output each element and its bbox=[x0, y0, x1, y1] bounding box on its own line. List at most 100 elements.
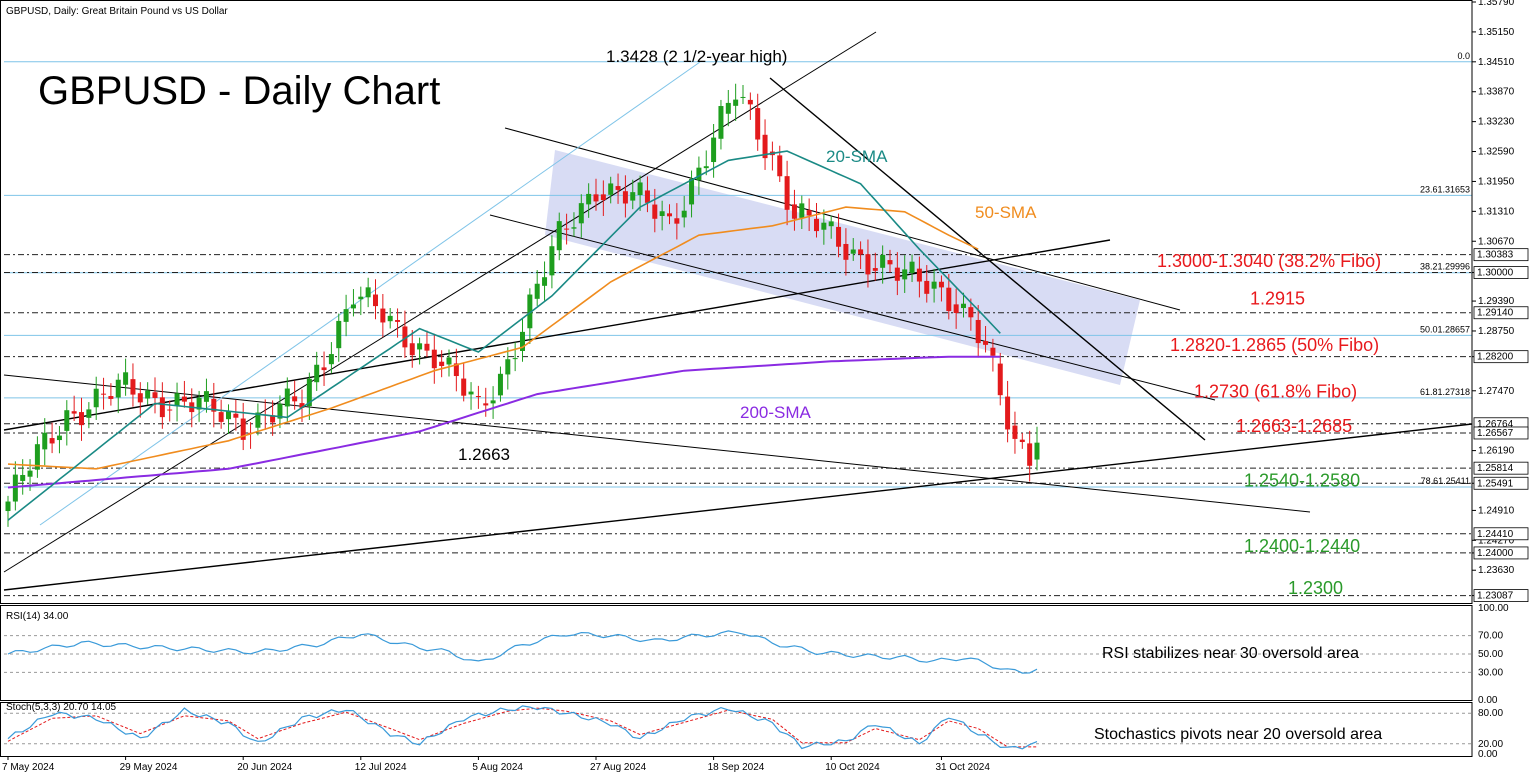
candle-body bbox=[872, 268, 878, 271]
stoch-main-line bbox=[7, 705, 1038, 750]
candle-body bbox=[630, 192, 636, 201]
candle-body bbox=[483, 403, 489, 406]
rsi-pane[interactable] bbox=[4, 630, 1472, 674]
price-pane-frame bbox=[0, 0, 1473, 604]
sma200-line bbox=[7, 355, 1001, 489]
candle-body bbox=[93, 388, 99, 408]
candle-body bbox=[909, 261, 915, 273]
candle-body bbox=[373, 294, 378, 307]
price-tick-label: 1.35790 bbox=[1478, 0, 1515, 8]
candle-body bbox=[961, 303, 966, 309]
price-highlight-box bbox=[1473, 461, 1529, 475]
candle-body bbox=[975, 319, 981, 344]
candle-body bbox=[233, 413, 239, 418]
rsi-tick-label: 30.00 bbox=[1478, 667, 1503, 678]
candle-body bbox=[689, 178, 695, 205]
price-tick-label: 1.30670 bbox=[1478, 236, 1515, 247]
price-highlight-box bbox=[1473, 589, 1529, 602]
candle-body bbox=[1005, 396, 1011, 430]
candle-body bbox=[314, 364, 320, 383]
candle-body bbox=[549, 246, 555, 276]
candle-body bbox=[931, 281, 937, 289]
candle-body bbox=[791, 204, 797, 219]
symbol-description: GBPUSD, Daily: Great Britain Pound vs US… bbox=[6, 6, 228, 17]
candle-body bbox=[108, 396, 114, 399]
date-tick-label: 5 Aug 2024 bbox=[472, 762, 523, 773]
low-label: 1.2663 bbox=[458, 445, 510, 464]
candle-body bbox=[968, 307, 974, 318]
candle-body bbox=[586, 193, 592, 205]
fibo-label: 23.61.31653 bbox=[1420, 184, 1470, 194]
rsi-tick-label: 50.00 bbox=[1478, 649, 1503, 660]
candle-body bbox=[387, 315, 393, 322]
candle-body bbox=[159, 397, 165, 418]
candle-body bbox=[20, 474, 26, 481]
trend-line bbox=[504, 127, 1181, 311]
candle-body bbox=[615, 186, 621, 190]
candle-body bbox=[79, 412, 84, 426]
price-highlight-label: 1.26567 bbox=[1477, 428, 1514, 439]
candle-body bbox=[784, 176, 790, 210]
price-pane[interactable]: 0.0 23.61.31653 38.21.29996 50.01.28657 61.8… bbox=[3, 31, 1473, 598]
candle-body bbox=[424, 343, 430, 351]
candle-body bbox=[762, 134, 768, 159]
sma200-label: 200-SMA bbox=[740, 403, 812, 422]
stochastic-pane[interactable] bbox=[4, 705, 1472, 750]
candle-body bbox=[806, 210, 812, 216]
candle-body bbox=[711, 137, 717, 163]
candle-body bbox=[1034, 442, 1040, 460]
trend-line bbox=[3, 239, 1111, 431]
price-highlight-label: 1.24000 bbox=[1477, 548, 1514, 559]
candle-body bbox=[520, 331, 525, 351]
price-highlight-box bbox=[1473, 266, 1529, 279]
candle-body bbox=[12, 474, 18, 502]
trend-line bbox=[3, 31, 877, 573]
candle-body bbox=[446, 357, 452, 365]
candle-body bbox=[858, 249, 864, 255]
candle-body bbox=[211, 398, 217, 412]
candle-body bbox=[593, 194, 599, 202]
candle-body bbox=[101, 393, 107, 395]
trend-line bbox=[3, 374, 1311, 513]
candle-body bbox=[652, 204, 658, 219]
price-tick-label: 1.31950 bbox=[1478, 176, 1515, 187]
candle-body bbox=[130, 379, 136, 395]
price-highlight-box bbox=[1473, 350, 1529, 364]
stoch-tick-label: 80.00 bbox=[1478, 708, 1503, 719]
level-label: 1.2300 bbox=[1288, 578, 1343, 598]
candle-body bbox=[270, 415, 276, 423]
price-highlight-label: 1.23087 bbox=[1477, 591, 1514, 602]
candle-body bbox=[328, 354, 334, 365]
sma50-label: 50-SMA bbox=[975, 203, 1037, 222]
price-tick-label: 1.33230 bbox=[1478, 117, 1515, 128]
candle-body bbox=[681, 210, 687, 218]
candle-body bbox=[255, 412, 261, 428]
candle-body bbox=[284, 388, 290, 407]
candle-body bbox=[453, 363, 459, 377]
fibo-label: 61.81.27318 bbox=[1420, 387, 1470, 397]
candle-body bbox=[277, 403, 283, 419]
candle-body bbox=[916, 268, 922, 282]
candle-body bbox=[203, 391, 209, 402]
rsi-annotation: RSI stabilizes near 30 oversold area bbox=[1102, 645, 1359, 662]
price-tick-label: 1.24270 bbox=[1478, 535, 1515, 546]
sma20-label: 20-SMA bbox=[826, 147, 888, 166]
price-highlight-box bbox=[1473, 426, 1529, 440]
candle-body bbox=[240, 418, 246, 440]
price-highlight-label: 1.25491 bbox=[1477, 478, 1514, 489]
candle-body bbox=[475, 396, 481, 398]
candle-body bbox=[527, 294, 533, 329]
price-tick-label: 1.23630 bbox=[1478, 565, 1515, 576]
candle-body bbox=[938, 281, 944, 288]
price-highlight-label: 1.30383 bbox=[1477, 250, 1514, 261]
candle-body bbox=[571, 227, 577, 229]
candle-body bbox=[321, 367, 327, 371]
candle-body bbox=[674, 218, 680, 224]
candle-body bbox=[600, 194, 606, 201]
candle-body bbox=[799, 203, 805, 218]
level-label: 1.2820-1.2865 (50% Fibo) bbox=[1170, 335, 1379, 355]
candle-body bbox=[343, 309, 349, 322]
stoch-tick-label: 20.00 bbox=[1478, 739, 1503, 750]
candle-body bbox=[174, 393, 180, 406]
